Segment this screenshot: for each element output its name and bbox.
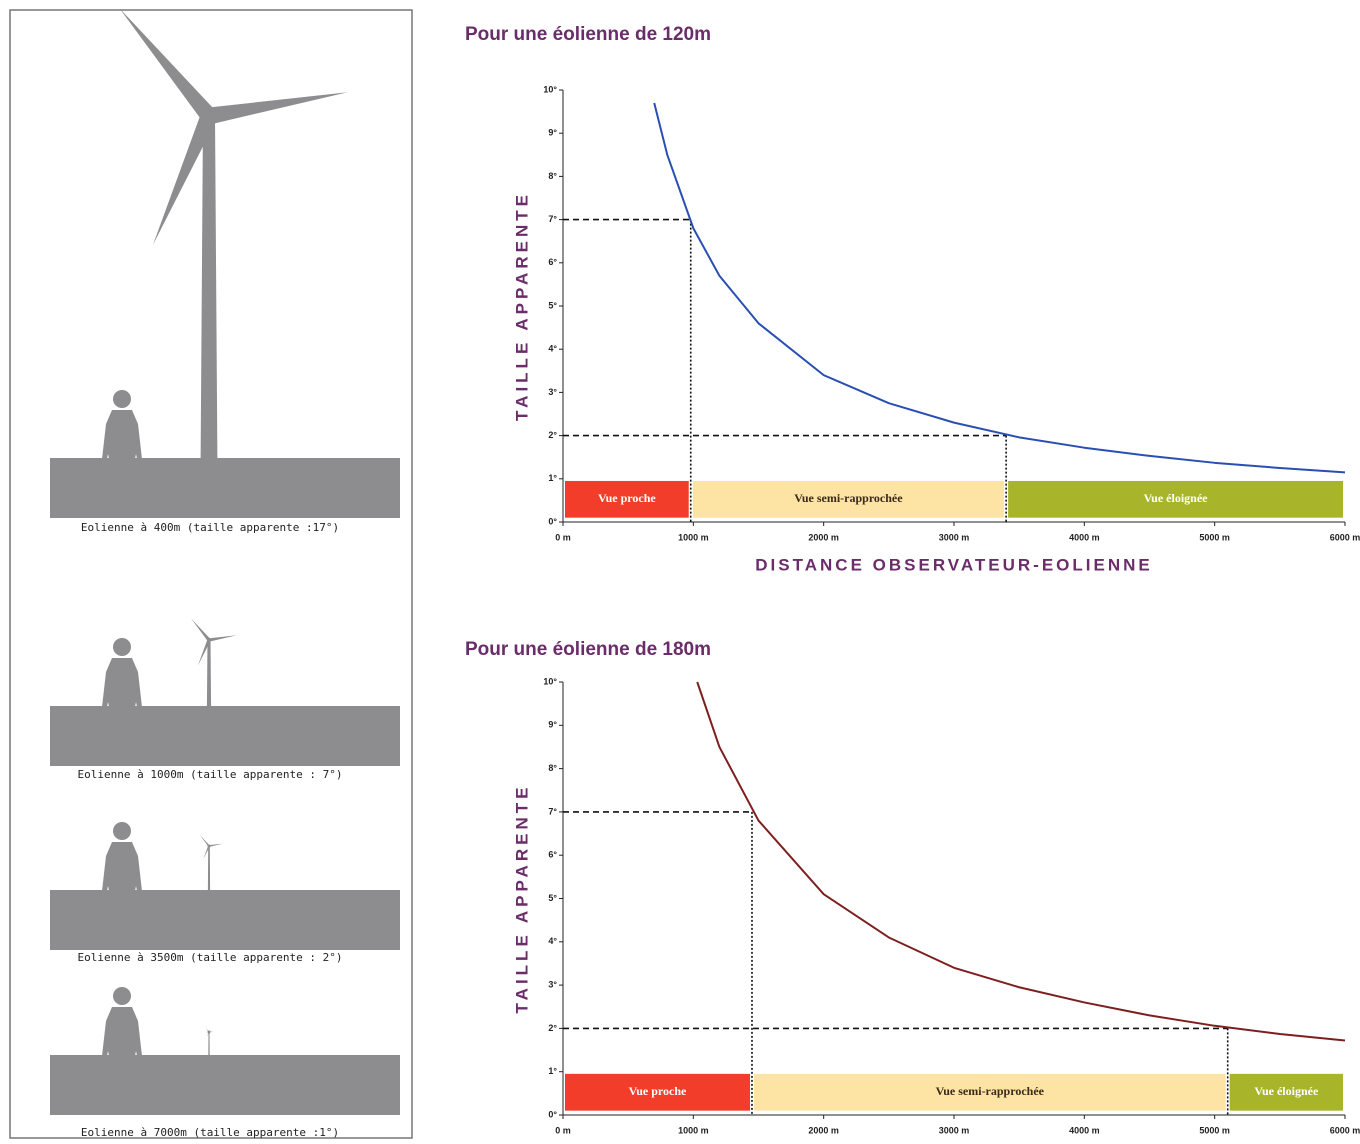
turbine-blade — [209, 844, 223, 847]
zone-label: Vue éloignée — [1144, 491, 1209, 505]
y-tick-label: 10° — [543, 676, 557, 686]
zone-label: Vue proche — [598, 491, 656, 505]
x-tick-label: 4000 m — [1069, 1125, 1100, 1135]
y-tick-label: 7° — [548, 806, 557, 816]
chart-title: Pour une éolienne de 180m — [465, 639, 711, 660]
y-tick-label: 5° — [548, 893, 557, 903]
zone-label: Vue semi-rapprochée — [794, 491, 903, 505]
x-axis-label: DISTANCE OBSERVATEUR-EOLIENNE — [755, 555, 1152, 574]
turbine-hub — [208, 1031, 211, 1034]
ground — [50, 1055, 400, 1115]
person-head — [113, 638, 131, 656]
caption: Eolienne à 400m (taille apparente :17°) — [81, 521, 339, 534]
x-tick-label: 2000 m — [808, 532, 839, 542]
zone-label: Vue éloignée — [1254, 1084, 1319, 1098]
x-tick-label: 5000 m — [1199, 1125, 1230, 1135]
x-tick-label: 3000 m — [939, 1125, 970, 1135]
figure: Eolienne à 400m (taille apparente :17°) … — [0, 0, 1360, 1144]
turbine-tower — [207, 640, 211, 708]
x-tick-label: 0 m — [555, 532, 571, 542]
turbine-tower — [208, 846, 210, 892]
turbine-blade — [208, 92, 348, 124]
turbine-hub — [208, 845, 211, 848]
y-tick-label: 6° — [548, 257, 557, 267]
y-tick-label: 4° — [548, 344, 557, 354]
turbine-blade — [209, 635, 237, 641]
y-tick-label: 10° — [543, 84, 557, 94]
x-tick-label: 2000 m — [808, 1125, 839, 1135]
y-tick-label: 2° — [548, 1023, 557, 1033]
person-head — [113, 822, 131, 840]
y-axis-label: TAILLE APPARENTE — [512, 784, 531, 1014]
y-tick-label: 2° — [548, 430, 557, 440]
ground — [50, 458, 400, 518]
ground — [50, 890, 400, 950]
curve — [654, 103, 1345, 472]
y-tick-label: 7° — [548, 214, 557, 224]
y-tick-label: 6° — [548, 850, 557, 860]
x-tick-label: 1000 m — [678, 1125, 709, 1135]
zone-label: Vue proche — [629, 1084, 687, 1098]
curve — [697, 682, 1345, 1041]
y-tick-label: 9° — [548, 720, 557, 730]
caption: Eolienne à 3500m (taille apparente : 2°) — [78, 951, 343, 964]
person-head — [113, 987, 131, 1005]
caption: Eolienne à 7000m (taille apparente :1°) — [81, 1126, 339, 1139]
turbine-hub — [201, 108, 218, 125]
x-tick-label: 0 m — [555, 1125, 571, 1135]
x-tick-label: 6000 m — [1330, 532, 1360, 542]
zone-label: Vue semi-rapprochée — [936, 1084, 1045, 1098]
x-tick-label: 4000 m — [1069, 532, 1100, 542]
y-tick-label: 9° — [548, 128, 557, 138]
y-tick-label: 0° — [548, 516, 557, 526]
x-tick-label: 6000 m — [1330, 1125, 1360, 1135]
turbine-hub — [207, 638, 211, 642]
y-tick-label: 4° — [548, 936, 557, 946]
y-tick-label: 1° — [548, 1066, 557, 1076]
y-tick-label: 1° — [548, 473, 557, 483]
y-tick-label: 8° — [548, 171, 557, 181]
y-tick-label: 0° — [548, 1109, 557, 1119]
turbine-blade — [119, 8, 215, 121]
x-tick-label: 1000 m — [678, 532, 709, 542]
y-tick-label: 5° — [548, 300, 557, 310]
y-tick-label: 3° — [548, 979, 557, 989]
turbine-tower — [208, 1032, 209, 1057]
person-head — [113, 390, 131, 408]
y-tick-label: 3° — [548, 387, 557, 397]
turbine-tower — [201, 116, 218, 460]
x-tick-label: 3000 m — [939, 532, 970, 542]
turbine-blade — [191, 618, 210, 641]
ground — [50, 706, 400, 766]
caption: Eolienne à 1000m (taille apparente : 7°) — [78, 768, 343, 781]
x-tick-label: 5000 m — [1199, 532, 1230, 542]
y-tick-label: 8° — [548, 763, 557, 773]
chart-title: Pour une éolienne de 120m — [465, 24, 711, 45]
y-axis-label: TAILLE APPARENTE — [512, 191, 531, 421]
